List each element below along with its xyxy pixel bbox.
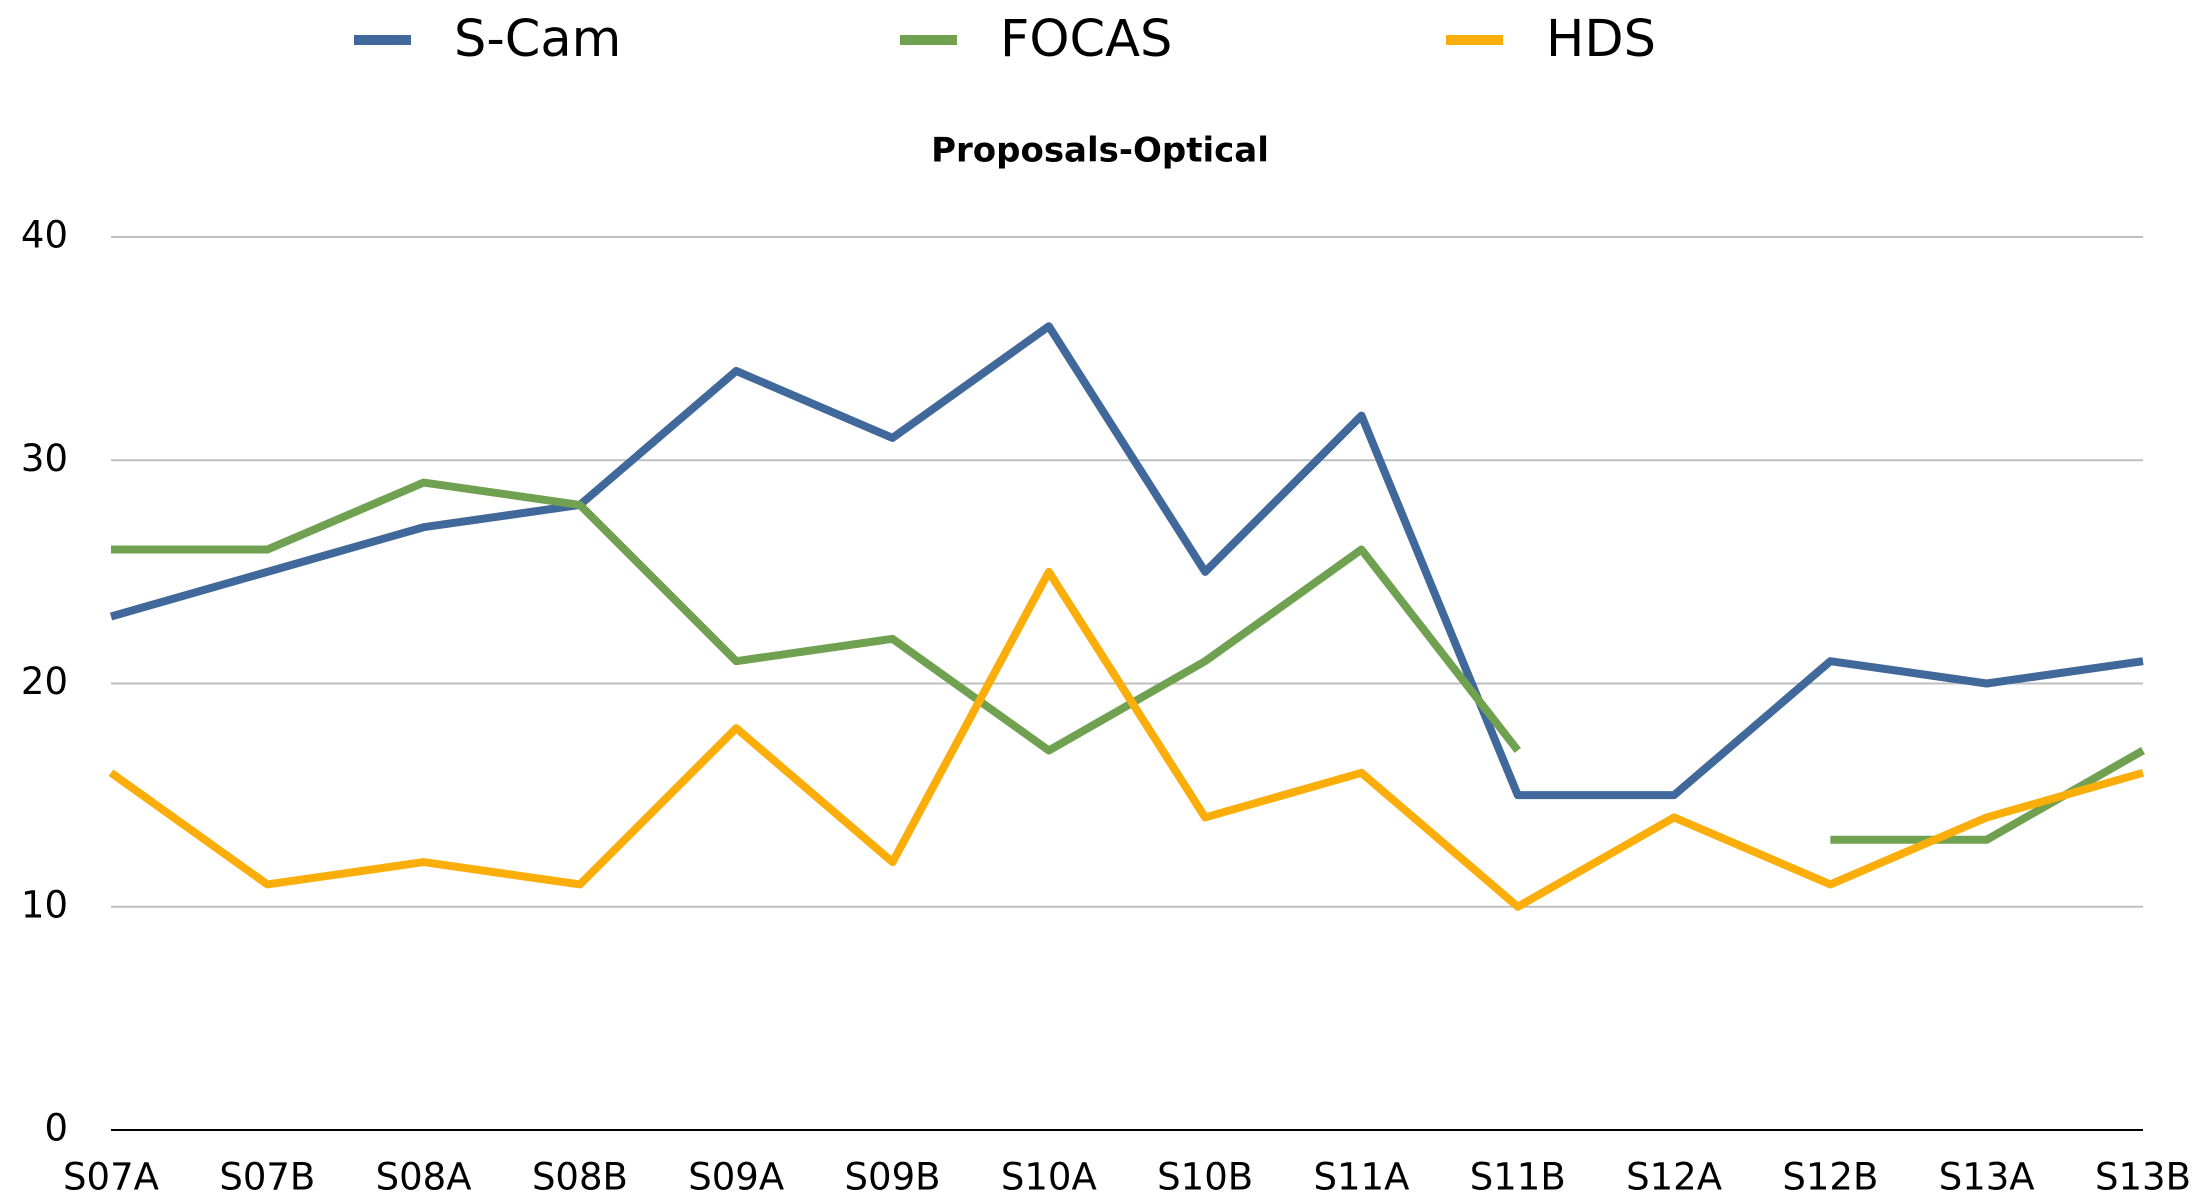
x-tick-label: S08A: [376, 1156, 472, 1193]
y-tick-label: 40: [21, 214, 68, 257]
y-tick-label: 10: [21, 883, 68, 926]
y-tick-label: 30: [21, 437, 68, 480]
series-line: [109, 322, 2144, 800]
series-line: [108, 567, 2145, 911]
legend-label: HDS: [1546, 10, 1656, 69]
x-tick-label: S13B: [2095, 1156, 2191, 1193]
x-tick-label: S07A: [63, 1156, 159, 1193]
x-tick-label: S10B: [1157, 1156, 1253, 1193]
x-tick-label: S12A: [1626, 1156, 1722, 1193]
legend-label: FOCAS: [1000, 10, 1172, 69]
x-tick-label: S11B: [1470, 1156, 1566, 1193]
y-tick-label: 0: [44, 1107, 68, 1150]
x-tick-label: S09A: [688, 1156, 784, 1193]
x-tick-label: S09B: [845, 1156, 941, 1193]
chart-title: Proposals-Optical: [931, 131, 1269, 171]
y-tick-label: 20: [21, 660, 68, 703]
x-tick-label: S10A: [1001, 1156, 1097, 1193]
legend-label: S-Cam: [454, 10, 621, 69]
x-tick-label: S08B: [532, 1156, 628, 1193]
x-tick-label: S12B: [1782, 1156, 1878, 1193]
x-tick-label: S07B: [219, 1156, 315, 1193]
x-tick-label: S11A: [1314, 1156, 1410, 1193]
series-line: [111, 478, 2145, 844]
x-tick-label: S13A: [1939, 1156, 2035, 1193]
